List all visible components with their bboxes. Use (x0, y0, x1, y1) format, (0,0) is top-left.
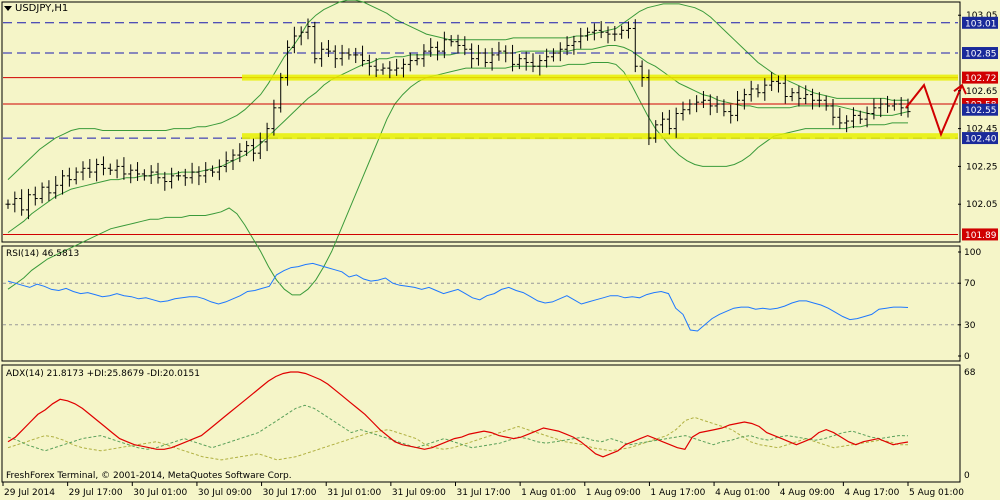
time-tick-label: 1 Aug 17:00 (650, 488, 705, 498)
time-tick-label: 4 Aug 01:00 (715, 488, 770, 498)
adx-pane-frame (1, 364, 961, 483)
minus-di-line (7, 416, 908, 461)
key-level-zone (242, 133, 958, 140)
rsi-tick-label: 0 (964, 352, 970, 362)
copyright-text: FreshForex Terminal, © 2001-2014, MetaQu… (6, 471, 292, 481)
rsi-tick-label: 100 (964, 248, 981, 258)
price-label-box (962, 103, 998, 116)
price-label-box (962, 132, 998, 145)
rsi-pane-frame (1, 245, 961, 362)
price-label: 102.40 (965, 135, 997, 145)
time-tick-label: 31 Jul 09:00 (392, 488, 446, 498)
price-tick-label: 102.65 (966, 87, 998, 97)
price-tick-label: 102.45 (966, 125, 998, 135)
chevron-down-icon (4, 6, 12, 11)
time-tick-label: 5 Aug 01:00 (909, 488, 964, 498)
bollinger-upper-line (7, 0, 908, 180)
rsi-line (7, 262, 909, 332)
time-tick-label: 1 Aug 09:00 (586, 488, 641, 498)
time-tick-label: 4 Aug 09:00 (780, 488, 835, 498)
price-pane-frame (1, 1, 961, 243)
price-label: 103.01 (965, 19, 997, 29)
time-tick-label: 1 Aug 01:00 (521, 488, 576, 498)
time-tick-label: 31 Jul 01:00 (327, 488, 381, 498)
price-label: 102.72 (965, 74, 997, 84)
time-tick-label: 30 Jul 17:00 (263, 488, 317, 498)
price-label-box (962, 47, 998, 60)
rsi-tick-label: 30 (964, 321, 976, 331)
price-label: 101.89 (965, 231, 997, 241)
adx-pane: 68 0 (7, 368, 976, 481)
symbol-title[interactable]: USDJPY,H1 (4, 3, 68, 14)
time-tick-label: 29 Jul 2014 (4, 488, 55, 498)
time-tick-label: 31 Jul 17:00 (457, 488, 511, 498)
price-tick-label: 102.05 (966, 200, 998, 210)
adx-line (7, 371, 909, 458)
rsi-title: RSI(14) 46.5813 (6, 249, 79, 259)
adx-title: ADX(14) 21.8173 +DI:25.8679 -DI:20.0151 (6, 369, 200, 379)
price-tick-label: 102.25 (966, 162, 998, 172)
time-tick-label: 4 Aug 17:00 (844, 488, 899, 498)
forecast-arrow (905, 83, 963, 138)
key-level-zone (242, 74, 958, 81)
price-label-box (962, 16, 998, 29)
time-tick-label: 29 Jul 17:00 (69, 488, 123, 498)
forecast-arrowhead-icon (953, 83, 967, 95)
rsi-tick-label: 70 (964, 279, 976, 289)
price-label: 102.85 (965, 50, 997, 60)
price-label: 102.55 (965, 106, 997, 116)
time-axis: 29 Jul 2014 29 Jul 17:00 30 Jul 01:00 30 Ju… (2, 482, 964, 498)
price-label-box (962, 228, 998, 241)
symbol-title-label: USDJPY,H1 (15, 3, 69, 14)
time-tick-label: 30 Jul 01:00 (133, 488, 187, 498)
plus-di-line (7, 404, 909, 452)
bollinger-lower-line (7, 62, 908, 296)
price-pane: 103.05 102.65 102.45 102.25 102.05 103.01 102.… (3, 0, 998, 296)
price-tick-label: 103.05 (966, 11, 998, 21)
time-tick-label: 30 Jul 09:00 (198, 488, 252, 498)
rsi-pane: 100 70 30 0 (3, 248, 981, 362)
adx-tick-label: 0 (964, 471, 970, 481)
price-label-box (962, 71, 998, 84)
adx-tick-label: 68 (964, 368, 976, 378)
